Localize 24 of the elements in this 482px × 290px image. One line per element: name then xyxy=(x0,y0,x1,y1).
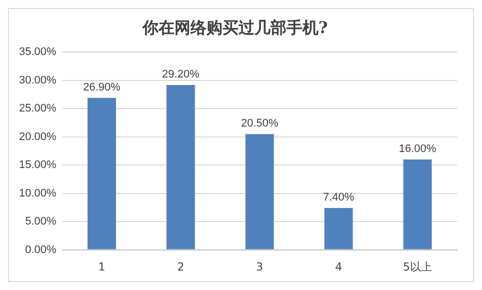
y-tick-label: 10.00% xyxy=(18,187,57,200)
y-tick-label: 25.00% xyxy=(18,102,57,115)
x-tick-label: 1 xyxy=(98,260,106,274)
data-label: 7.40% xyxy=(322,192,354,204)
bar xyxy=(324,208,353,250)
y-tick-label: 5.00% xyxy=(25,216,57,228)
chart-title: 你在网络购买过几部手机? xyxy=(141,18,328,37)
bar xyxy=(166,84,195,250)
bar xyxy=(245,134,274,250)
bar xyxy=(403,159,432,250)
y-tick-label: 30.00% xyxy=(18,74,57,86)
data-label: 26.90% xyxy=(83,81,121,94)
data-label: 16.00% xyxy=(398,143,436,155)
y-tick-label: 15.00% xyxy=(18,159,57,172)
y-tick-label: 0.00% xyxy=(25,244,57,256)
x-tick-label: 4 xyxy=(335,260,342,274)
x-tick-label: 3 xyxy=(256,260,264,274)
y-tick-label: 20.00% xyxy=(18,130,57,143)
bar xyxy=(88,98,116,250)
data-label: 29.20% xyxy=(162,68,200,80)
data-label: 20.50% xyxy=(241,118,279,130)
x-tick-label: 5以上 xyxy=(403,260,432,274)
y-tick-label: 35.00% xyxy=(18,46,57,58)
x-tick-label: 2 xyxy=(177,260,184,274)
